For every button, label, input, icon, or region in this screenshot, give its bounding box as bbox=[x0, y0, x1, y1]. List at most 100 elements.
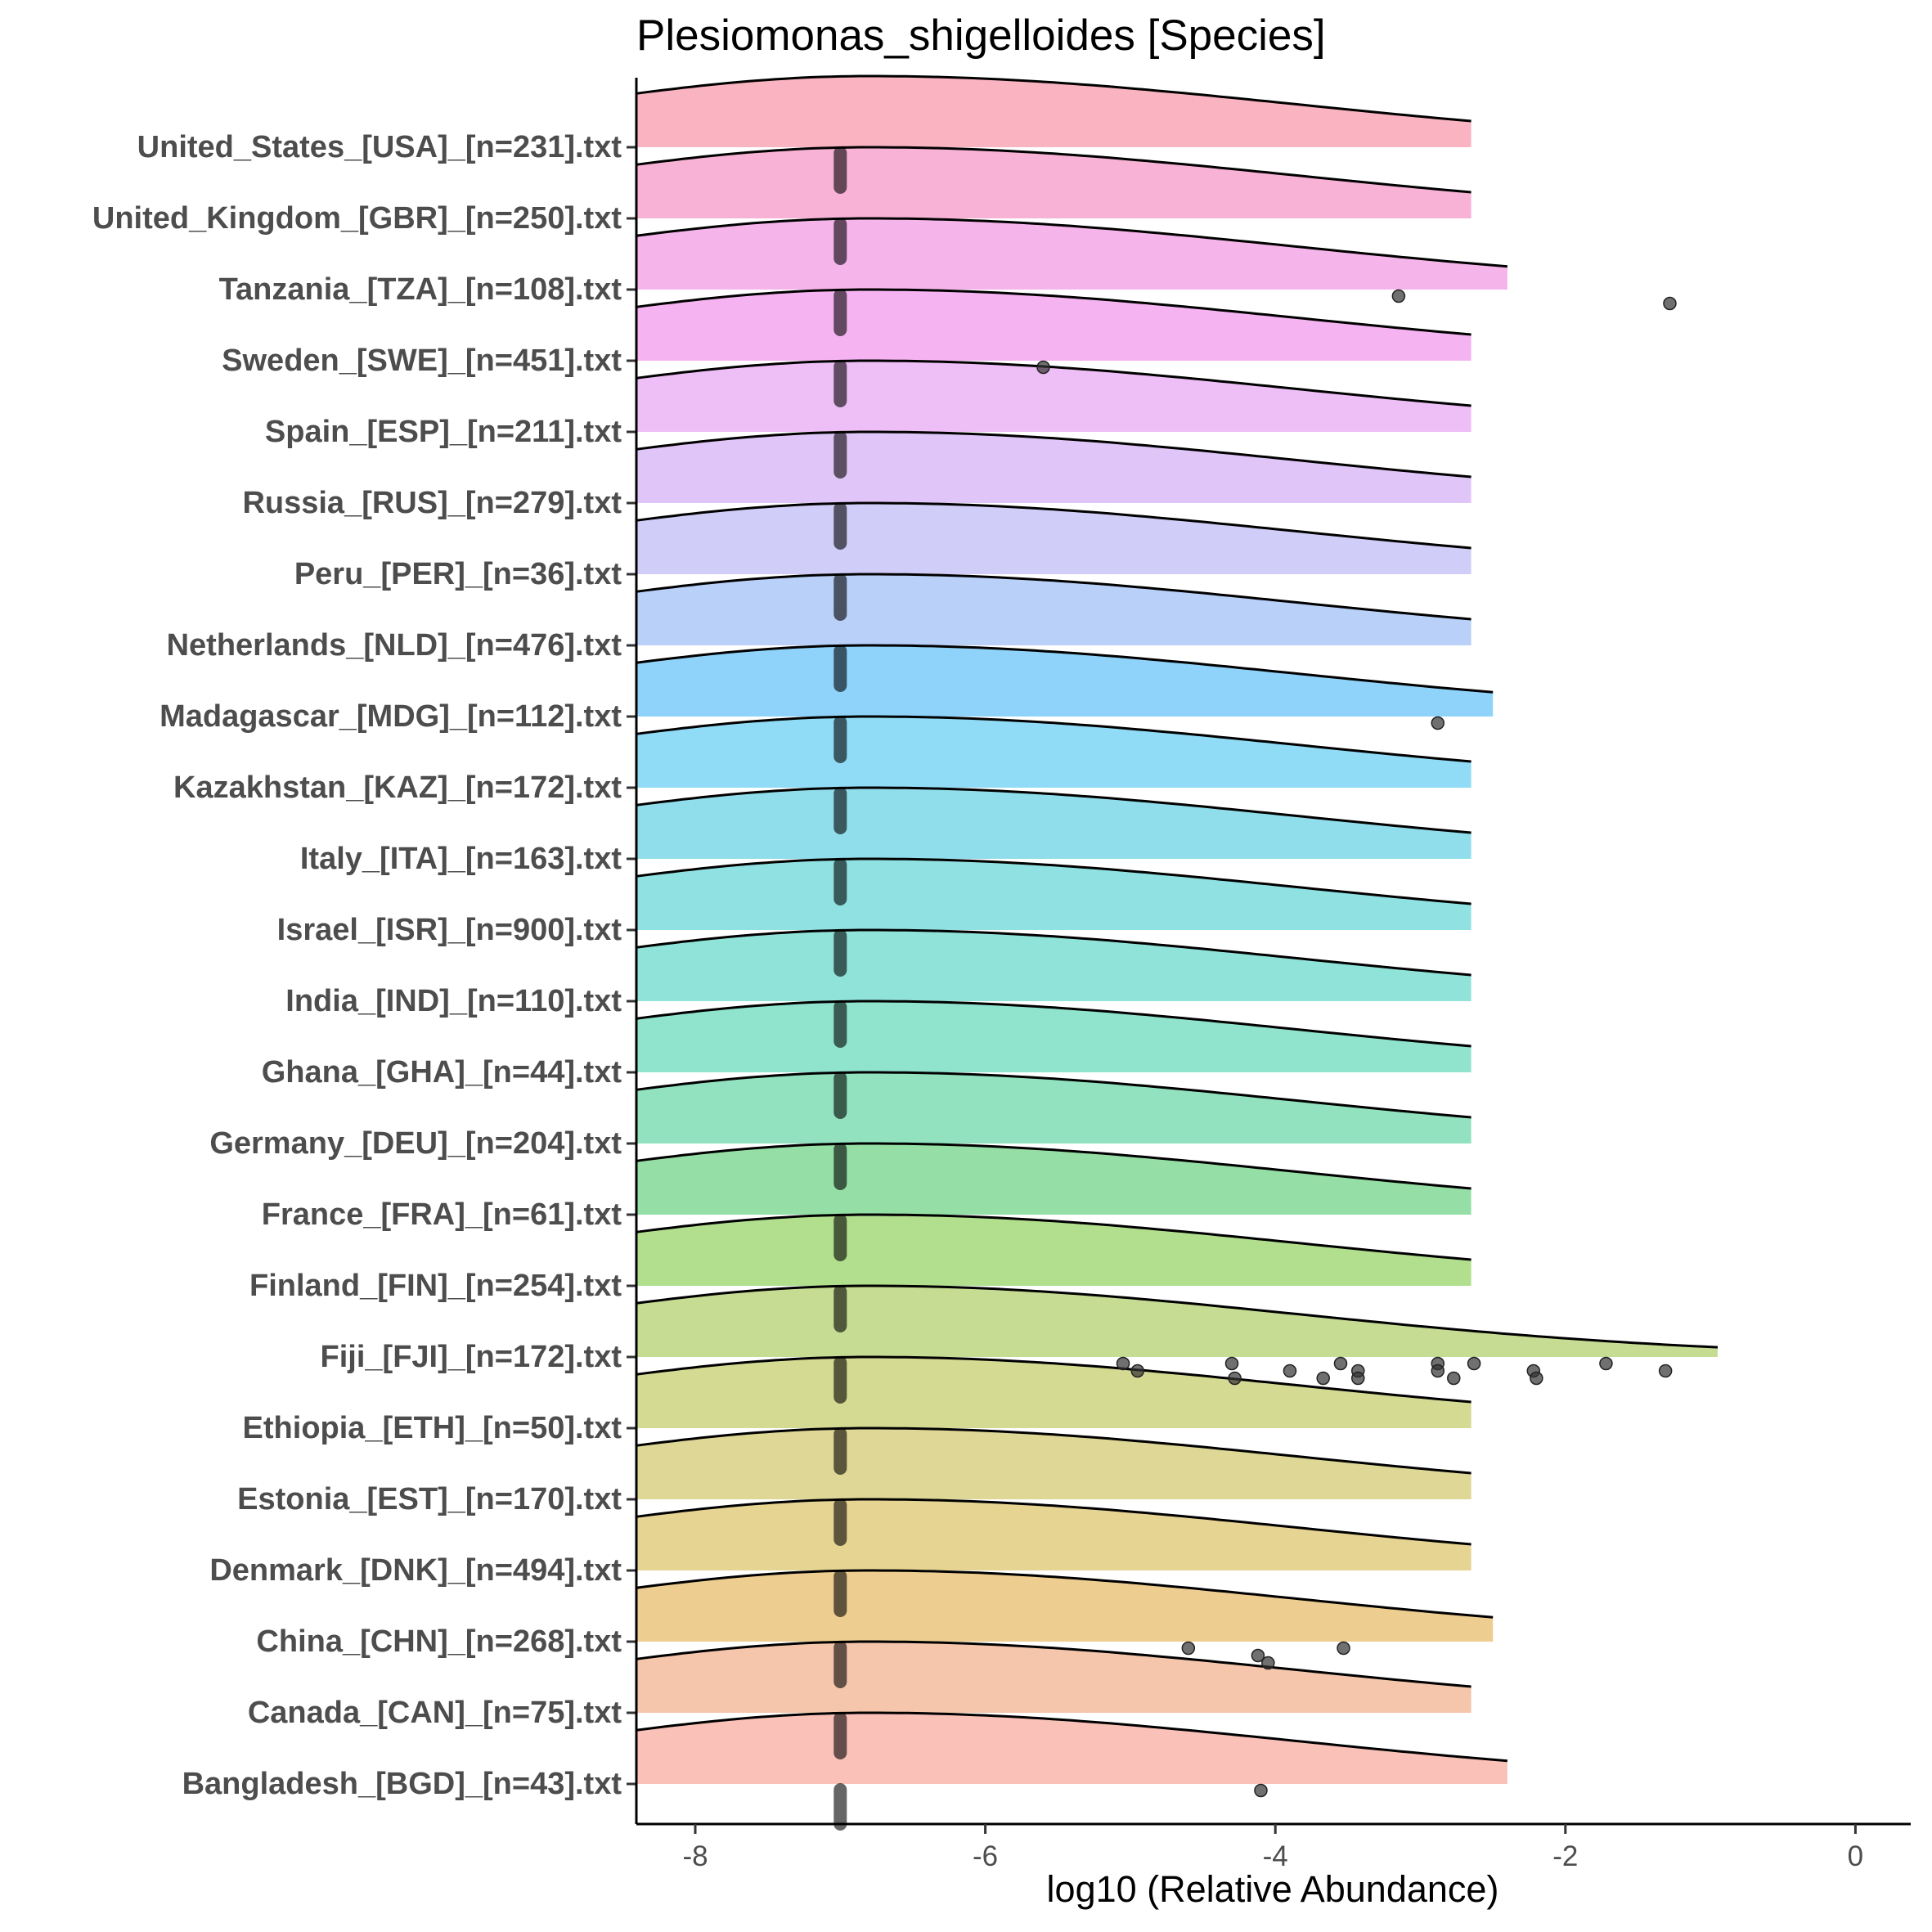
ridge-outline bbox=[636, 1142, 1471, 1190]
ridge-area bbox=[636, 503, 1471, 574]
ridge-area bbox=[636, 645, 1494, 717]
ridge-outline bbox=[636, 1640, 1471, 1688]
ridges bbox=[636, 74, 1719, 1784]
y-tick-label: Israel_[ISR]_[n=900].txt bbox=[277, 913, 622, 947]
outlier-point bbox=[1116, 1356, 1130, 1371]
ridge-outline bbox=[636, 928, 1471, 977]
ridge-area bbox=[636, 788, 1471, 859]
y-tick-label: Finland_[FIN]_[n=254].txt bbox=[249, 1269, 622, 1303]
y-tick-label: Peru_[PER]_[n=36].txt bbox=[294, 557, 622, 591]
ridge-outline bbox=[636, 1071, 1471, 1119]
y-tick-label: Netherlands_[NLD]_[n=476].txt bbox=[167, 628, 622, 663]
outlier-point bbox=[1181, 1641, 1196, 1656]
ridge-outline bbox=[636, 644, 1494, 694]
y-tick-label: Kazakhstan_[KAZ]_[n=172].txt bbox=[173, 771, 622, 805]
ridge-outline bbox=[636, 146, 1471, 194]
outlier-point bbox=[1351, 1371, 1365, 1386]
ridge-area bbox=[636, 1357, 1471, 1428]
x-axis-title: log10 (Relative Abundance) bbox=[1047, 1868, 1499, 1910]
ridge-area bbox=[636, 930, 1471, 1001]
ridge-outline bbox=[636, 786, 1471, 834]
y-tick-label: Denmark_[DNK]_[n=494].txt bbox=[209, 1553, 622, 1588]
ridge-area bbox=[636, 1286, 1718, 1357]
ridge-area bbox=[636, 361, 1471, 432]
chart-title: Plesiomonas_shigelloides [Species] bbox=[636, 11, 1326, 60]
x-axis: -8 -6 -4 -2 0 bbox=[636, 1822, 1911, 1872]
ridge-area bbox=[636, 717, 1471, 788]
ridge-area bbox=[636, 1570, 1494, 1642]
ridge-area bbox=[636, 1499, 1471, 1570]
y-tick-label: Ethiopia_[ETH]_[n=50].txt bbox=[243, 1411, 622, 1445]
ridge-outline bbox=[636, 1355, 1471, 1404]
outlier-point bbox=[1658, 1364, 1673, 1378]
ridge-area bbox=[636, 1215, 1471, 1286]
ridge-area bbox=[636, 1713, 1507, 1784]
outlier-point bbox=[1036, 360, 1050, 375]
outlier-point bbox=[1261, 1656, 1275, 1670]
outlier-point bbox=[1467, 1356, 1481, 1371]
ridge-outline bbox=[636, 573, 1471, 621]
outlier-point bbox=[1316, 1371, 1330, 1386]
y-tick-label: Sweden_[SWE]_[n=451].txt bbox=[222, 344, 622, 378]
y-tick-label: Madagascar_[MDG]_[n=112].txt bbox=[160, 699, 622, 734]
y-tick-label: Ghana_[GHA]_[n=44].txt bbox=[262, 1055, 622, 1090]
outlier-point bbox=[1431, 716, 1445, 730]
ridge-area bbox=[636, 147, 1471, 218]
outlier-point bbox=[1599, 1356, 1613, 1371]
y-tick-label: Bangladesh_[BGD]_[n=43].txt bbox=[182, 1767, 622, 1801]
ridge-area bbox=[636, 1001, 1471, 1072]
y-tick-label: Germany_[DEU]_[n=204].txt bbox=[209, 1126, 622, 1161]
ridge-area bbox=[636, 218, 1507, 290]
outlier-point bbox=[1447, 1371, 1461, 1386]
outlier-point bbox=[1663, 296, 1677, 311]
y-tick-label: Russia_[RUS]_[n=279].txt bbox=[242, 486, 622, 520]
x-tick-label: 0 bbox=[1848, 1840, 1863, 1872]
outlier-point bbox=[1530, 1371, 1543, 1386]
outlier-point bbox=[1333, 1356, 1348, 1371]
outlier-point bbox=[1224, 1356, 1239, 1371]
outlier-point bbox=[1283, 1364, 1297, 1378]
ridge-outline bbox=[636, 74, 1471, 123]
ridge-outline bbox=[636, 1000, 1471, 1048]
ridge-area bbox=[636, 859, 1471, 930]
ridge-outline bbox=[636, 1427, 1471, 1475]
y-tick-label: India_[IND]_[n=110].txt bbox=[285, 984, 622, 1018]
ridge-area bbox=[636, 290, 1471, 361]
outlier-point bbox=[1130, 1364, 1145, 1378]
x-tick-label: -8 bbox=[682, 1840, 708, 1872]
ridge-area bbox=[636, 1143, 1471, 1215]
ridge-outline bbox=[636, 217, 1508, 268]
outlier-point bbox=[1431, 1364, 1445, 1378]
ridge-outline bbox=[636, 501, 1471, 550]
y-tick-label: Italy_[ITA]_[n=163].txt bbox=[300, 842, 622, 876]
y-tick-label: Estonia_[EST]_[n=170].txt bbox=[237, 1482, 622, 1516]
y-axis-labels: United_States_[USA]_[n=231].txt United_Ki… bbox=[92, 130, 622, 1801]
ridge-outline bbox=[636, 1498, 1471, 1546]
ridge-outline bbox=[636, 288, 1471, 336]
y-tick-label: China_[CHN]_[n=268].txt bbox=[256, 1624, 622, 1659]
x-tick-label: -6 bbox=[973, 1840, 998, 1872]
y-tick-label: Spain_[ESP]_[n=211].txt bbox=[265, 415, 622, 449]
ridge-outline bbox=[636, 715, 1471, 763]
y-tick-label: United_Kingdom_[GBR]_[n=250].txt bbox=[92, 201, 622, 236]
outlier-point bbox=[1337, 1641, 1350, 1656]
ridge-outline bbox=[636, 430, 1471, 479]
outlier-point bbox=[1254, 1783, 1268, 1798]
ridge-outline bbox=[636, 1569, 1494, 1619]
ridge-outline bbox=[636, 1711, 1508, 1763]
ridge-outline bbox=[636, 1284, 1719, 1349]
ridge-outline bbox=[636, 1213, 1471, 1261]
y-tick-label: United_States_[USA]_[n=231].txt bbox=[137, 130, 622, 164]
y-tick-label: Tanzania_[TZA]_[n=108].txt bbox=[219, 272, 622, 307]
ridge-area bbox=[636, 1072, 1471, 1143]
ridge-outline bbox=[636, 857, 1471, 905]
outlier-point bbox=[1228, 1371, 1242, 1386]
outlier-point bbox=[1391, 289, 1406, 303]
ridge-area bbox=[636, 574, 1471, 645]
ridge-outline bbox=[636, 359, 1471, 407]
y-axis bbox=[627, 78, 638, 1824]
outlier-point bbox=[1251, 1648, 1265, 1663]
outlier-points bbox=[1036, 289, 1677, 1798]
ridge-area bbox=[636, 1428, 1471, 1499]
